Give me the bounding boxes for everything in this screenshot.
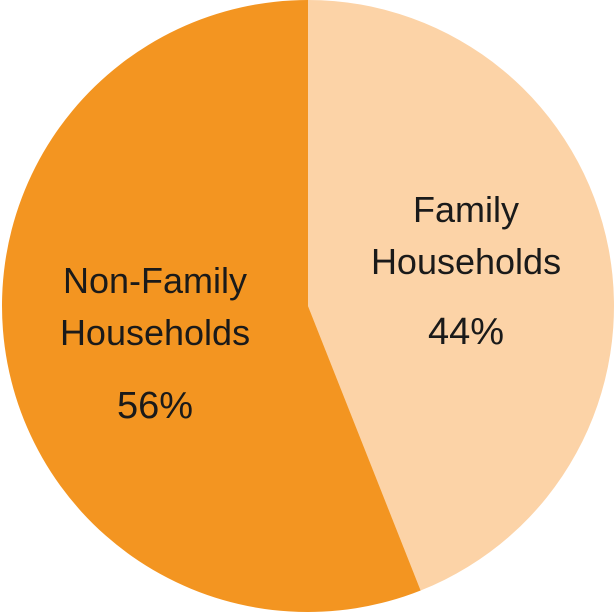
slice-label-1-line-0: Non-Family	[63, 260, 247, 301]
slice-value-label-1: 56%	[117, 385, 193, 427]
slice-label-0-line-0: Family	[413, 189, 519, 230]
slice-value-label-0: 44%	[428, 311, 504, 353]
slice-label-1-line-1: Households	[60, 312, 250, 353]
pie-slice-1	[2, 0, 421, 612]
pie-labels: Family Households 44% Non-Family Households 5…	[60, 189, 561, 427]
pie-slice-0	[308, 0, 614, 591]
slice-label-0-line-1: Households	[371, 241, 561, 282]
